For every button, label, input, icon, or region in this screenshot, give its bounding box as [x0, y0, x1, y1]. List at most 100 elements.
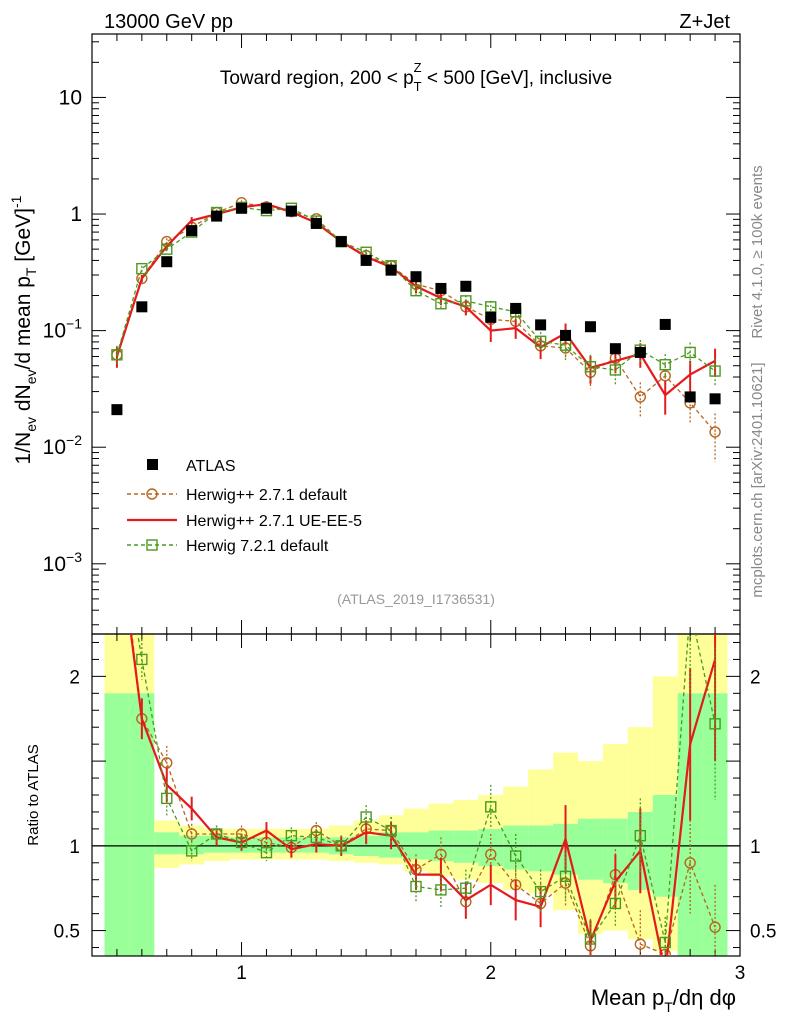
herwig-7-default-point [534, 335, 547, 347]
ratio-herwig-pp-default-point [634, 938, 647, 950]
ratio-herwig-pp-default-point [310, 824, 323, 837]
y-tick-label: 10−1 [43, 316, 83, 343]
herwig-pp-default-point [709, 426, 721, 438]
atlas-point [535, 319, 547, 331]
x-tick-label: 3 [735, 963, 746, 984]
axis-ticks: 1 2 3 10−3 10−2 10−1 1 10 0.5 0.5 1 1 2 2 [43, 34, 776, 984]
ratio-herwig-7-default-point [410, 880, 422, 893]
ratio-herwig-7-default-point [235, 836, 248, 849]
herwig-7-default-point [161, 243, 173, 255]
ratio-herwig-7-default-point [310, 831, 323, 844]
ratio-tick-label-left: 1 [69, 837, 80, 858]
main-panel-series [111, 197, 721, 462]
ratio-herwig-7-default-point [360, 811, 372, 823]
atlas-point [186, 225, 198, 237]
herwig-7-default-point [485, 301, 497, 313]
ratio-tick-label-right: 0.5 [750, 922, 776, 943]
rivet-version-label: Rivet 4.1.0, ≥ 100k events [749, 165, 766, 338]
herwig-7-default-point [609, 364, 622, 376]
ratio-band-green [528, 825, 554, 872]
herwig-pp-ue-ee-5-line [115, 202, 716, 397]
x-tick-label: 1 [236, 963, 247, 984]
atlas-point [260, 202, 272, 214]
y-axis-label: 1/Nev dNev/d mean pT [GeV]-1 [8, 195, 39, 464]
x-axis-label: Mean pT/dη dφ [591, 985, 736, 1015]
legend-label-herwig-pp-ue-ee-5: Herwig++ 2.7.1 UE-EE-5 [186, 513, 362, 530]
ratio-herwig-7-default-point [659, 936, 671, 949]
atlas-point [609, 343, 621, 355]
atlas-point [435, 282, 447, 294]
ratio-herwig-pp-default-point [112, 502, 122, 512]
legend: ATLAS Herwig++ 2.7.1 default Herwig++ 2.… [127, 458, 362, 555]
ratio-herwig-7-default-point [210, 828, 223, 840]
ratio-herwig-7-default-point [609, 897, 622, 910]
ratio-herwig-7-default-point [559, 870, 572, 883]
atlas-point [460, 280, 472, 292]
legend-label-atlas: ATLAS [186, 458, 236, 475]
atlas-point [310, 217, 322, 229]
plot-title: Toward region, 200 < pTZ < 500 [GeV], in… [220, 60, 612, 94]
ratio-herwig-7-default-line [137, 634, 716, 943]
atlas-point [709, 393, 721, 405]
herwig-pp-default-line [116, 202, 716, 433]
herwig-7-default-point [584, 361, 597, 373]
ratio-panel-series [112, 502, 721, 956]
ratio-herwig-7-default-point [136, 653, 148, 666]
legend-label-herwig-pp-default: Herwig++ 2.7.1 default [186, 487, 348, 504]
ratio-herwig-7-default-point [685, 604, 695, 614]
atlas-point [236, 202, 248, 214]
herwig-7-default-point [659, 359, 671, 371]
y-tick-label: 10−3 [43, 549, 83, 576]
herwig-7-default-point [136, 262, 148, 275]
atlas-point [410, 271, 422, 283]
herwig-7-default-point [410, 284, 422, 297]
herwig-7-default-point [111, 349, 123, 361]
ratio-herwig-7-default-point [584, 933, 597, 945]
atlas-point [684, 391, 696, 403]
ratio-herwig-pp-default-point [684, 857, 696, 869]
ratio-tick-label-right: 1 [750, 837, 761, 858]
ratio-herwig-7-default-point [435, 884, 447, 896]
legend-entry-atlas: ATLAS [147, 458, 236, 475]
legend-label-herwig-7-default: Herwig 7.2.1 default [186, 538, 329, 555]
atlas-point [285, 205, 297, 217]
ratio-herwig-7-default-point [634, 829, 647, 842]
ratio-herwig-7-default-point [534, 885, 547, 898]
x-tick-label: 2 [485, 963, 496, 984]
atlas-point [510, 302, 522, 314]
ratio-band-green [453, 830, 479, 863]
ratio-herwig-pp-default-point [185, 828, 198, 840]
atlas-point [659, 318, 671, 330]
ratio-band-green [154, 832, 180, 855]
legend-entry-herwig-7-default: Herwig 7.2.1 default [127, 538, 329, 555]
analysis-id-label: (ATLAS_2019_I1736531) [337, 591, 495, 607]
ratio-herwig-pp-default-point [485, 848, 497, 861]
y-tick-label: 1 [70, 203, 82, 226]
mcplots-source-label: mcplots.cern.ch [arXiv:2401.10621] [749, 362, 766, 597]
legend-entry-herwig-pp-ue-ee-5: Herwig++ 2.7.1 UE-EE-5 [127, 513, 362, 530]
ratio-tick-label-right: 2 [750, 667, 761, 688]
ratio-band-green [578, 818, 603, 880]
ratio-herwig-7-default-point [335, 840, 347, 852]
legend-entry-herwig-pp-default: Herwig++ 2.7.1 default [127, 487, 348, 504]
ratio-herwig-pp-default-point [161, 757, 173, 769]
atlas-point [385, 264, 397, 276]
herwig-pp-default-point [634, 391, 647, 403]
atlas-point [584, 321, 596, 333]
ratio-herwig-7-default-point [185, 845, 198, 857]
ratio-herwig-7-default-point [285, 829, 298, 842]
ratio-herwig-7-default-point [385, 824, 397, 837]
ratio-herwig-7-default-point [509, 850, 522, 862]
atlas-point [335, 236, 347, 248]
atlas-point [211, 210, 223, 222]
y-tick-label: 10−2 [43, 432, 83, 459]
ratio-herwig-7-default-point [260, 846, 273, 859]
ratio-tick-label-left: 2 [69, 667, 80, 688]
herwig-7-default-point [709, 365, 721, 377]
ratio-band-green [104, 693, 130, 956]
ratio-herwig-7-default-point [112, 502, 122, 512]
atlas-point [136, 301, 148, 313]
herwig-7-default-point [684, 346, 696, 359]
ratio-y-axis-label: Ratio to ATLAS [25, 744, 42, 845]
